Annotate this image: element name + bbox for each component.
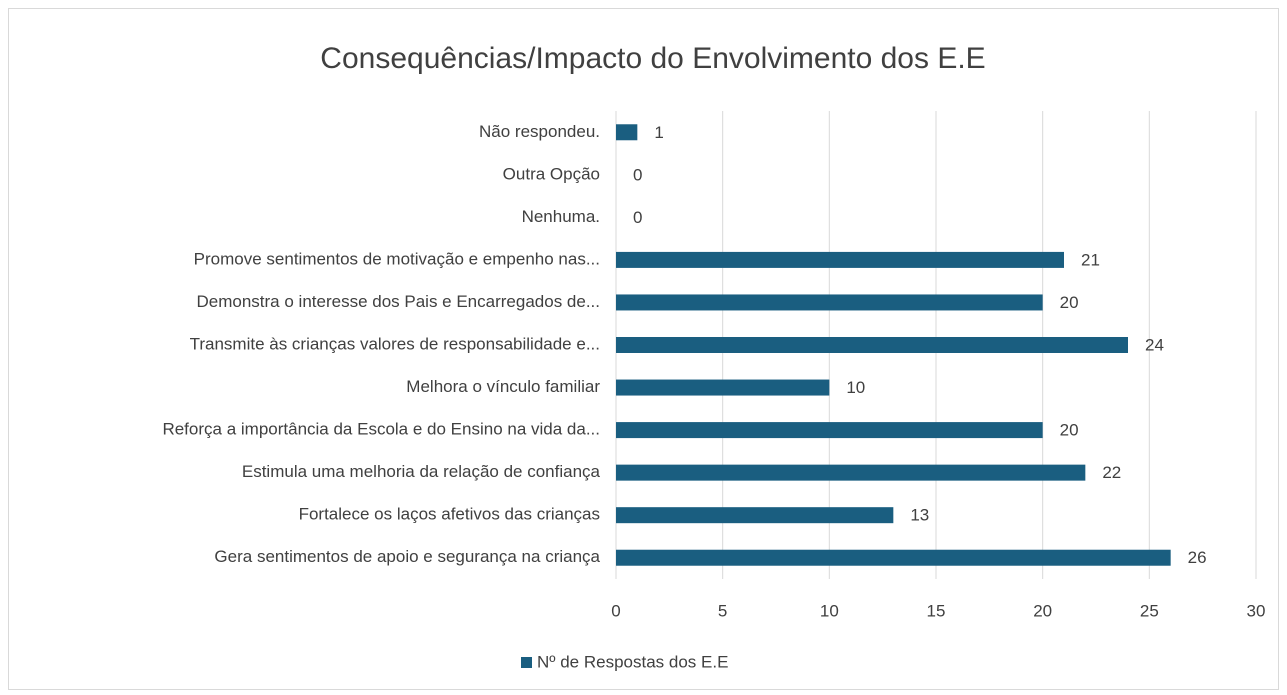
y-tick-label: Outra Opção [503,164,600,183]
x-tick-label: 30 [1247,601,1266,620]
y-tick-label: Melhora o vínculo familiar [406,377,600,396]
y-tick-label: Reforça a importância da Escola e do Ens… [162,420,600,439]
data-label: 13 [910,506,929,525]
data-label: 0 [633,208,642,227]
legend-swatch [521,657,532,668]
x-tick-label: 25 [1140,601,1159,620]
x-tick-label: 5 [718,601,727,620]
bar [616,337,1128,353]
bar [616,507,894,524]
data-label: 0 [633,165,642,184]
data-label: 1 [654,123,663,142]
y-tick-label: Fortalece os laços afetivos das crianças [299,505,600,524]
legend-label: Nº de Respostas dos E.E [537,652,728,671]
bar [616,464,1086,481]
x-tick-label: 15 [927,601,946,620]
y-tick-label: Transmite às crianças valores de respons… [190,334,600,353]
y-tick-label: Demonstra o interesse dos Pais e Encarre… [197,292,601,311]
data-label: 20 [1060,293,1079,312]
data-label: 22 [1102,463,1121,482]
bar [616,379,830,396]
data-label: 21 [1081,250,1100,269]
data-label: 20 [1060,421,1079,440]
chart-title: Consequências/Impacto do Envolvimento do… [320,42,985,75]
y-tick-label: Gera sentimentos de apoio e segurança na… [214,547,600,566]
x-tick-label: 10 [820,601,839,620]
data-label: 10 [846,378,865,397]
bar [616,422,1043,439]
bar [616,251,1064,268]
y-tick-label: Promove sentimentos de motivação e empen… [194,249,600,268]
y-tick-label: Estimula uma melhoria da relação de conf… [242,462,601,481]
data-label: 26 [1188,548,1207,567]
x-tick-label: 0 [611,601,620,620]
bar [616,124,638,141]
bar [616,549,1171,566]
data-label: 24 [1145,335,1164,354]
bar [616,294,1043,311]
y-tick-label: Nenhuma. [522,207,600,226]
y-tick-label: Não respondeu. [479,122,600,141]
x-tick-label: 20 [1033,601,1052,620]
